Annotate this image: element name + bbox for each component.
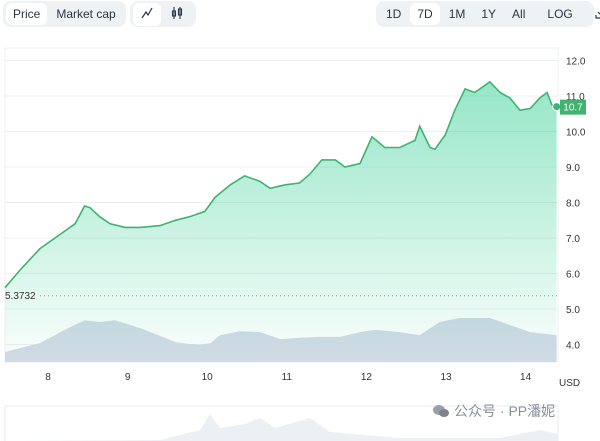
- x-tick-label: 8: [45, 372, 51, 383]
- range-1y[interactable]: 1Y: [481, 7, 497, 21]
- range-1m[interactable]: 1M: [448, 7, 466, 21]
- log-toggle[interactable]: LOG: [547, 7, 573, 21]
- y-tick-label: 9.0: [566, 163, 580, 174]
- x-tick-label: 9: [125, 372, 131, 383]
- current-price-dot: [552, 102, 562, 112]
- tab-market-cap[interactable]: Market cap: [56, 7, 116, 21]
- y-tick-label: 8.0: [566, 199, 580, 210]
- currency-label: USD: [559, 378, 580, 389]
- price-area: [5, 81, 557, 363]
- range-tabs: 1D 7D 1M 1Y All LOG: [376, 1, 600, 27]
- download-icon[interactable]: [588, 3, 600, 26]
- y-tick-label: 6.0: [566, 270, 580, 281]
- candlestick-icon[interactable]: [163, 3, 191, 26]
- line-chart-icon[interactable]: [133, 2, 161, 26]
- y-tick-label: 11.0: [566, 92, 585, 103]
- wechat-icon: [433, 405, 449, 417]
- price-line: [4, 80, 557, 289]
- current-price-badge: [560, 99, 586, 115]
- x-tick-label: 14: [520, 372, 532, 383]
- y-tick-label: 5.0: [566, 305, 580, 316]
- volume-area: [5, 318, 557, 362]
- y-tick-label: 4.0: [566, 341, 580, 352]
- x-tick-label: 12: [361, 372, 373, 383]
- range-1d[interactable]: 1D: [386, 7, 402, 21]
- range-all[interactable]: All: [512, 7, 526, 21]
- x-tick-label: 13: [440, 372, 452, 383]
- plot-frame: [4, 47, 559, 363]
- watermark: 公众号 · PP潘妮: [432, 401, 555, 421]
- current-price-value: 10.7: [563, 103, 583, 114]
- range-7d[interactable]: 7D: [410, 3, 440, 25]
- watermark-text: 公众号 · PP潘妮: [454, 403, 556, 419]
- y-tick-label: 10.0: [566, 128, 586, 139]
- x-tick-label: 11: [282, 372, 293, 383]
- tab-price[interactable]: Price: [6, 3, 48, 25]
- min-price-label: 5.3732: [5, 291, 36, 302]
- x-tick-label: 10: [202, 372, 214, 383]
- y-tick-label: 7.0: [566, 234, 580, 245]
- y-tick-label: 12.0: [566, 57, 586, 68]
- chart-type-tabs: [130, 1, 196, 27]
- view-tabs: Price Market cap: [3, 1, 126, 27]
